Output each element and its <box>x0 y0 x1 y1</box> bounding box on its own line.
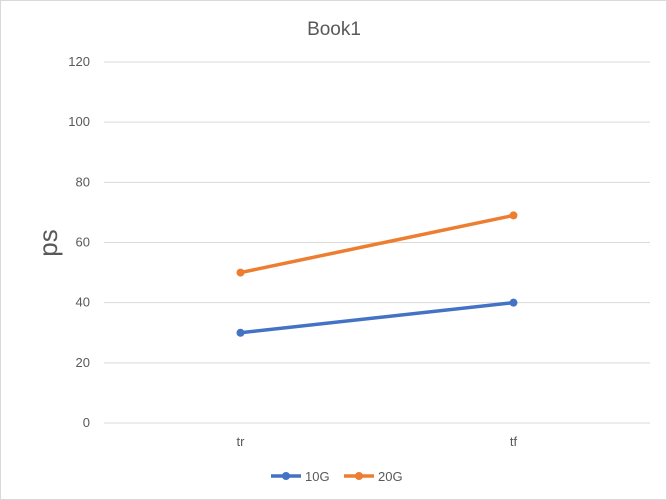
data-point <box>509 211 518 220</box>
legend-item-10g: 10G <box>271 469 330 484</box>
data-point <box>509 298 518 307</box>
legend: 10G 20G <box>271 469 403 484</box>
legend-swatch-marker <box>282 472 290 480</box>
series-10g <box>236 298 518 337</box>
series-layer <box>236 211 518 337</box>
series-line <box>238 300 516 335</box>
gridlines <box>104 61 650 424</box>
data-point <box>236 268 245 277</box>
legend-label: 10G <box>305 469 330 484</box>
y-tick-label: 120 <box>68 54 90 69</box>
y-tick-label: 0 <box>83 415 90 430</box>
legend-swatch-marker <box>355 472 363 480</box>
x-tick-label: tr <box>237 434 246 449</box>
x-tick-label: tf <box>510 434 518 449</box>
legend-item-20g: 20G <box>344 469 403 484</box>
y-axis-label: ps <box>33 229 63 256</box>
y-tick-label: 20 <box>76 355 90 370</box>
y-axis-ticks: 0 20 40 60 80 100 120 <box>68 54 90 430</box>
y-tick-label: 60 <box>76 235 90 250</box>
y-tick-label: 40 <box>76 295 90 310</box>
data-point <box>236 328 245 337</box>
series-line <box>238 213 516 275</box>
chart-title: Book1 <box>307 19 361 40</box>
y-tick-label: 80 <box>76 174 90 189</box>
series-20g <box>236 211 518 277</box>
x-axis-ticks: tr tf <box>237 434 518 449</box>
legend-label: 20G <box>378 469 403 484</box>
y-tick-label: 100 <box>68 114 90 129</box>
